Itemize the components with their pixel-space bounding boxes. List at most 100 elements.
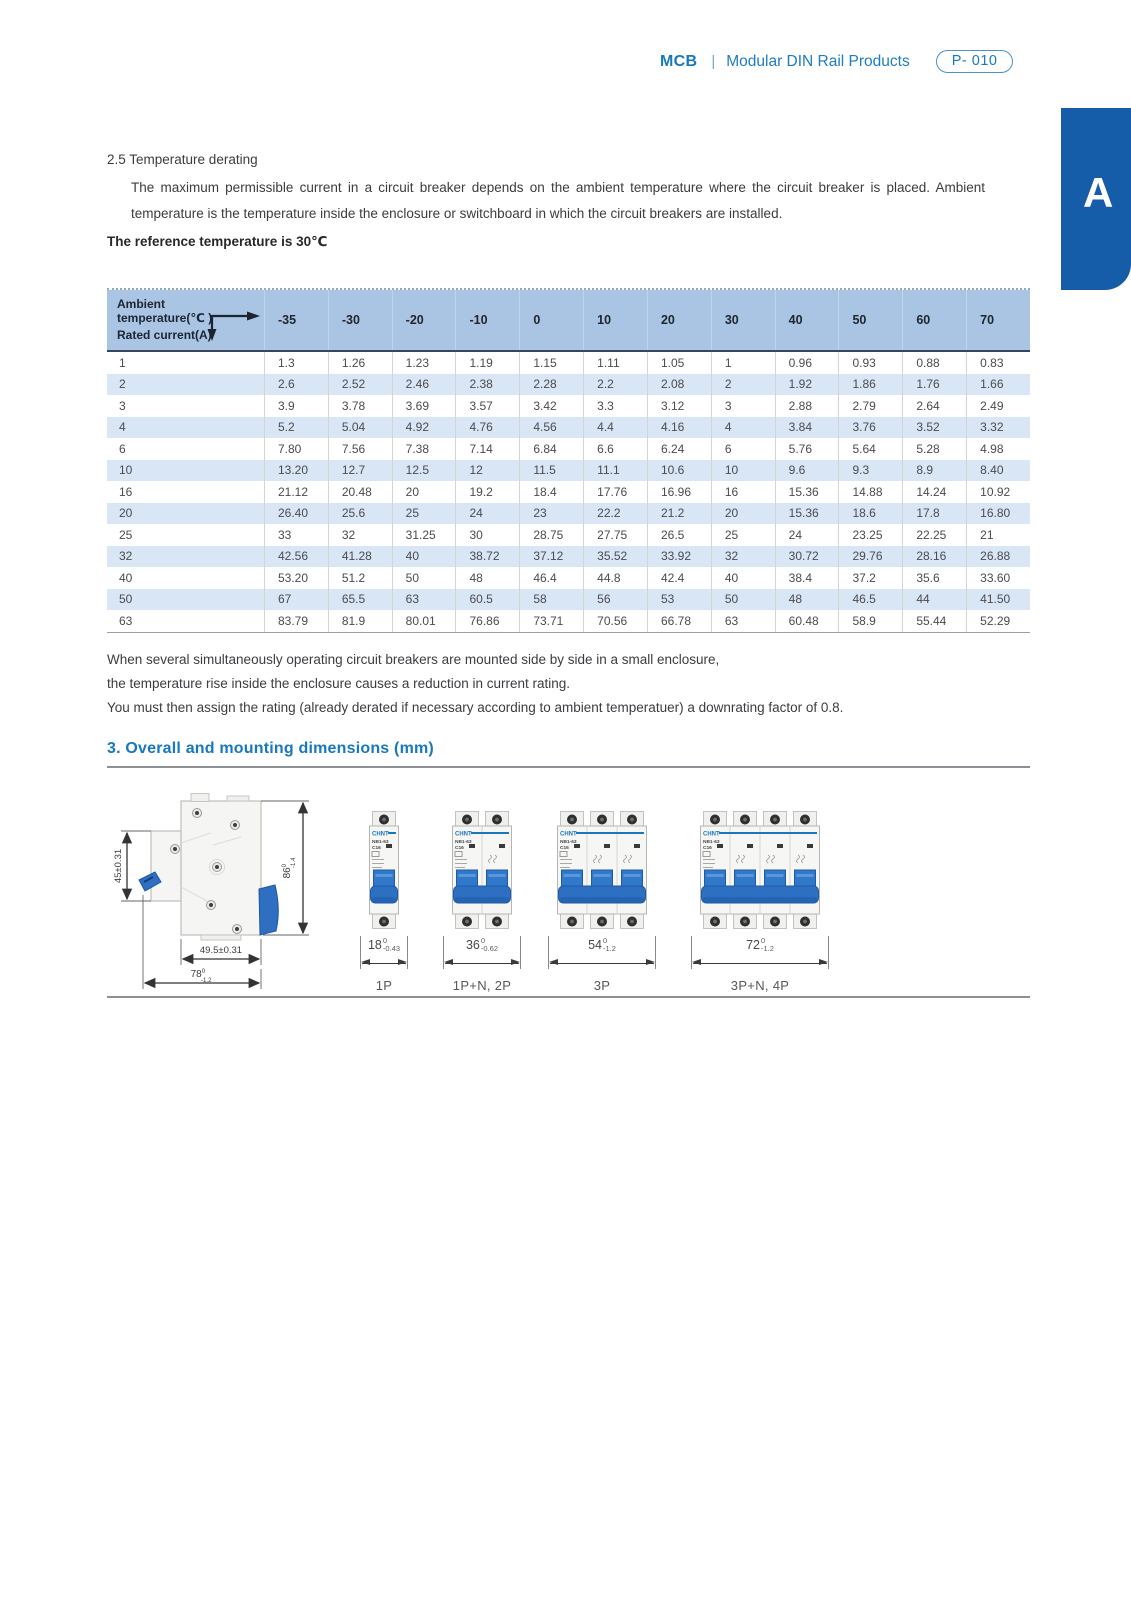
derated-value-cell: 4.4 [583, 416, 647, 438]
derated-value-cell: 1 [710, 352, 775, 374]
pole-configuration-label: 1P [375, 977, 393, 993]
derated-value-cell: 12.5 [391, 459, 456, 481]
derated-value-cell: 81.9 [327, 610, 392, 632]
derated-value-cell: 26.40 [264, 502, 328, 524]
table-row: 16 21.12 20.48 20 19.2 18.4 17.76 16.96 16 15.36 1… [107, 481, 1030, 503]
table-row: 4 5.2 5.04 4.92 4.76 4.56 4.4 4.16 4 3.84 3.76 3.52… [107, 416, 1030, 438]
derated-value-cell: 26.88 [966, 545, 1030, 567]
derated-value-cell: 6 [710, 438, 775, 460]
derated-value-cell: 3.32 [966, 416, 1030, 438]
derated-value-cell: 3.84 [774, 416, 839, 438]
derated-value-cell: 0.88 [902, 352, 966, 374]
section-title: 2.5 Temperature derating [107, 152, 258, 167]
derated-value-cell: 10 [710, 459, 775, 481]
derated-value-cell: 2.08 [646, 373, 711, 395]
dim-depth: 780 -1.2 [191, 969, 212, 984]
derated-value-cell: 35.6 [902, 567, 966, 589]
derated-value-cell: 2 [710, 373, 775, 395]
derated-value-cell: 2.6 [264, 373, 328, 395]
derated-value-cell: 9.3 [838, 459, 902, 481]
corner-label-rated-current: Rated current(A) [117, 328, 212, 342]
rated-current-cell: 3 [119, 398, 126, 413]
derated-value-cell: 11.1 [583, 459, 647, 481]
derated-value-cell: 1.92 [774, 373, 839, 395]
derated-value-cell: 63 [391, 588, 456, 610]
derated-value-cell: 8.40 [966, 459, 1030, 481]
derated-value-cell: 76.86 [455, 610, 519, 632]
derated-value-cell: 30 [455, 524, 519, 546]
derated-value-cell: 1.26 [327, 352, 392, 374]
derated-value-cell: 5.28 [902, 438, 966, 460]
derated-value-cell: 21.2 [646, 502, 711, 524]
column-header: 0 [519, 290, 583, 350]
derated-value-cell: 1.15 [519, 352, 583, 374]
table-corner-cell: Ambient temperature(℃ ) Rated current(A) [107, 290, 264, 350]
derated-value-cell: 41.28 [327, 545, 392, 567]
table-row: 40 53.20 51.2 50 48 46.4 44.8 42.4 40 38.4 37.2 35.… [107, 567, 1030, 589]
derated-value-cell: 73.71 [519, 610, 583, 632]
table-row: 50 67 65.5 63 60.5 58 56 53 50 48 46.5 44 41.50 [107, 588, 1030, 610]
rated-current-cell: 6 [119, 441, 126, 456]
derated-value-cell: 2.2 [583, 373, 647, 395]
derated-value-cell: 67 [264, 588, 328, 610]
derated-value-cell: 4.56 [519, 416, 583, 438]
derated-value-cell: 52.29 [966, 610, 1030, 632]
dim-label: 36 0 -0.62 [465, 936, 498, 954]
derated-value-cell: 25.6 [327, 502, 392, 524]
derated-value-cell: 55.44 [902, 610, 966, 632]
derated-value-cell: 18.6 [838, 502, 902, 524]
breaker-drawing: CHNT NB1-63 C16 [451, 811, 513, 934]
derated-value-cell: 24 [455, 502, 519, 524]
column-header: 60 [902, 290, 966, 350]
rated-current-cell: 10 [119, 463, 133, 478]
column-header: -30 [327, 290, 392, 350]
derated-value-cell: 3.42 [519, 395, 583, 417]
derated-value-cell: 32 [710, 545, 775, 567]
derated-value-cell: 15.36 [774, 481, 839, 503]
axis-arrows-icon [207, 311, 260, 341]
pole-configuration-label: 1P+N, 2P [452, 977, 512, 993]
derated-value-cell: 18.4 [519, 481, 583, 503]
derated-value-cell: 65.5 [327, 588, 392, 610]
table-row: 32 42.56 41.28 40 38.72 37.12 35.52 33.92 32 30.7… [107, 545, 1030, 567]
derated-value-cell: 1.66 [966, 373, 1030, 395]
column-header: -35 [264, 290, 328, 350]
derated-value-cell: 2.64 [902, 395, 966, 417]
rated-current-cell: 40 [119, 570, 133, 585]
derated-value-cell: 3 [710, 395, 775, 417]
derated-value-cell: 1.23 [391, 352, 456, 374]
derated-value-cell: 22.25 [902, 524, 966, 546]
dimension-arrow [692, 959, 828, 966]
column-header: 70 [966, 290, 1030, 350]
derated-value-cell: 16.80 [966, 502, 1030, 524]
derated-value-cell: 7.80 [264, 438, 328, 460]
column-header: 50 [838, 290, 902, 350]
page-header: MCB | Modular DIN Rail Products P- 010 [660, 50, 1014, 73]
derated-value-cell: 70.56 [583, 610, 647, 632]
svg-text:C16: C16 [703, 845, 712, 851]
horizontal-rule-top [107, 766, 1030, 768]
breaker-drawing: CHNT NB1-63 C16 [699, 811, 821, 934]
svg-text:NB1-63: NB1-63 [703, 839, 720, 845]
header-divider: | [711, 53, 716, 70]
rated-current-cell: 4 [119, 420, 126, 435]
column-header: 30 [710, 290, 775, 350]
din-clip [258, 884, 279, 936]
derated-value-cell: 5.2 [264, 416, 328, 438]
derated-value-cell: 10.6 [646, 459, 711, 481]
derated-value-cell: 10.92 [966, 481, 1030, 503]
derated-value-cell: 28.16 [902, 545, 966, 567]
derated-value-cell: 6.84 [519, 438, 583, 460]
dim-mount-width: 49.5±0.31 [200, 945, 242, 956]
width-dimension: 36 0 -0.62 [443, 936, 521, 969]
note-line: You must then assign the rating (already… [107, 700, 844, 716]
derated-value-cell: 22.2 [583, 502, 647, 524]
derated-value-cell: 20 [710, 502, 775, 524]
derated-value-cell: 50 [391, 567, 456, 589]
breaker-front-view-2p: CHNT NB1-63 C16 36 0 -0.62 1P+N, 2P [443, 811, 521, 993]
derated-value-cell: 14.88 [838, 481, 902, 503]
derated-value-cell: 5.64 [838, 438, 902, 460]
product-name: MCB [660, 52, 698, 70]
